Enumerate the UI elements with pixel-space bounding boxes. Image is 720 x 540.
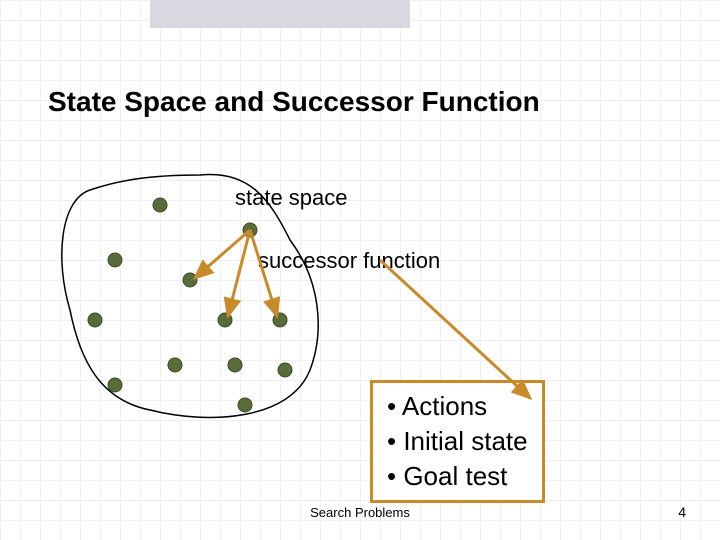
concept-box: Actions Initial state Goal test	[370, 380, 545, 503]
successor-function-label: successor function	[258, 248, 440, 274]
state-space-label: state space	[235, 185, 348, 211]
concept-item: Initial state	[387, 424, 528, 459]
concept-item: Goal test	[387, 459, 528, 494]
concept-list: Actions Initial state Goal test	[387, 389, 528, 494]
page-number: 4	[678, 504, 686, 520]
concept-item: Actions	[387, 389, 528, 424]
slide-title: State Space and Successor Function	[48, 86, 540, 118]
top-bar-decoration	[150, 0, 410, 28]
footer-text: Search Problems	[310, 505, 410, 520]
